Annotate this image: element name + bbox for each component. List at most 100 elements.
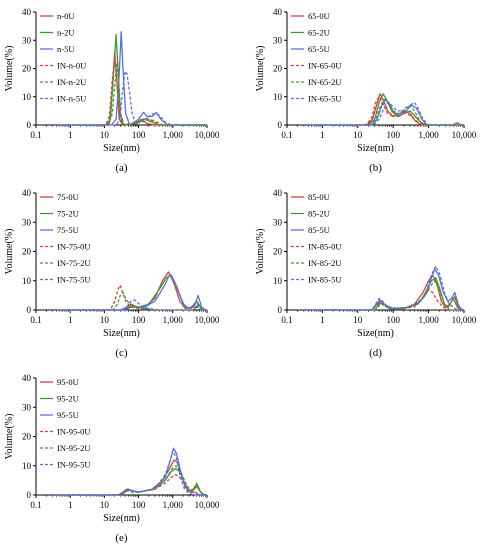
y-tick-label: 10 <box>22 92 32 102</box>
series-line-IN-75-5U <box>52 299 207 311</box>
y-tick-label: 10 <box>273 92 283 102</box>
legend-label: IN-75-2U <box>57 258 91 268</box>
legend-label: IN-n-0U <box>57 61 86 71</box>
series-line-85-5U <box>303 268 464 311</box>
y-axis-label: Volume(%) <box>4 46 15 92</box>
y-tick-label: 30 <box>273 217 283 227</box>
y-tick-label: 10 <box>22 461 32 471</box>
legend-label: IN-75-5U <box>57 275 91 285</box>
x-axis-label: Size(nm) <box>103 513 140 524</box>
x-tick-label: 10,000 <box>195 500 220 510</box>
legend: 85-0U 85-2U 85-5U IN-85-0U IN-85-2U IN-85-5U <box>291 192 342 285</box>
legend-label: IN-85-5U <box>308 275 342 285</box>
legend-label: 65-2U <box>308 28 330 38</box>
legend-label: IN-75-0U <box>57 242 91 252</box>
y-tick-label: 10 <box>22 276 32 286</box>
y-tick-label: 40 <box>22 188 32 198</box>
y-axis-label: Volume(%) <box>255 229 266 275</box>
legend: 95-0U 95-2U 95-5U IN-95-0U IN-95-2U IN-95-5U <box>40 377 91 470</box>
y-tick-label: 0 <box>27 120 32 130</box>
legend-label: IN-65-0U <box>308 61 342 71</box>
y-tick-label: 10 <box>273 276 283 286</box>
panel-label: (e) <box>115 532 128 544</box>
legend-label: 75-0U <box>57 192 79 202</box>
panel-label: (c) <box>115 347 128 359</box>
series-line-IN-65-0U <box>303 96 464 126</box>
legend-label: 95-2U <box>57 394 79 404</box>
y-tick-label: 0 <box>278 120 283 130</box>
x-tick-label: 1 <box>320 315 325 325</box>
legend-label: IN-95-0U <box>57 427 91 437</box>
x-tick-label: 10,000 <box>195 130 220 140</box>
x-tick-label: 1,000 <box>163 500 184 510</box>
x-tick-label: 10,000 <box>452 130 477 140</box>
series-line-95-0U <box>52 459 207 496</box>
y-tick-label: 30 <box>22 402 32 412</box>
x-tick-label: 10,000 <box>195 315 220 325</box>
panel-label: (d) <box>369 347 382 359</box>
series-line-65-2U <box>303 93 464 126</box>
legend: n-0U n-2U n-5U IN-n-0U IN-n-2U IN-n-5U <box>40 11 86 104</box>
legend-label: 65-5U <box>308 44 330 54</box>
x-tick-label: 1,000 <box>163 130 184 140</box>
legend-label: IN-85-0U <box>308 242 342 252</box>
y-tick-label: 40 <box>22 7 32 17</box>
legend-label: n-5U <box>57 44 74 54</box>
x-tick-label: 1 <box>68 315 73 325</box>
series-line-IN-85-5U <box>303 265 464 311</box>
x-axis-label: Size(nm) <box>357 143 394 154</box>
legend-label: IN-65-2U <box>308 77 342 87</box>
series-line-IN-95-5U <box>52 450 207 496</box>
chart-panel-5: 0 10 20 30 40 0.1 1 10 100 1,000 10,000 Size(nm) Vol… <box>4 373 220 544</box>
y-tick-label: 0 <box>278 305 283 315</box>
x-tick-label: 1 <box>68 500 73 510</box>
x-tick-label: 0.1 <box>30 500 41 510</box>
series-line-IN-n-5U <box>52 70 207 126</box>
legend-label: n-0U <box>57 11 74 21</box>
y-tick-label: 40 <box>273 188 283 198</box>
y-tick-label: 20 <box>22 432 32 442</box>
legend: 75-0U 75-2U 75-5U IN-75-0U IN-75-2U IN-75-5U <box>40 192 91 285</box>
x-tick-label: 10 <box>100 315 110 325</box>
y-axis-label: Volume(%) <box>4 414 15 460</box>
x-tick-label: 1,000 <box>418 315 439 325</box>
x-tick-label: 0.1 <box>30 315 41 325</box>
legend: 65-0U 65-2U 65-5U IN-65-0U IN-65-2U IN-65-5U <box>291 11 342 104</box>
legend-label: 85-0U <box>308 192 330 202</box>
legend-label: n-2U <box>57 28 74 38</box>
x-tick-label: 10 <box>100 500 110 510</box>
chart-panel-4: 0 10 20 30 40 0.1 1 10 100 1,000 10,000 Size(nm) Vol… <box>255 188 477 359</box>
legend-label: 95-5U <box>57 410 79 420</box>
y-tick-label: 30 <box>22 35 32 45</box>
legend-label: IN-85-2U <box>308 258 342 268</box>
y-tick-label: 40 <box>273 7 283 17</box>
legend-label: IN-95-2U <box>57 443 91 453</box>
x-tick-label: 10 <box>100 130 110 140</box>
series-line-75-2U <box>52 274 207 311</box>
legend-label: 95-0U <box>57 377 79 387</box>
series-line-65-5U <box>303 98 464 126</box>
x-tick-label: 100 <box>386 315 400 325</box>
legend-label: 65-0U <box>308 11 330 21</box>
y-tick-label: 40 <box>22 373 32 383</box>
y-tick-label: 30 <box>22 217 32 227</box>
x-tick-label: 100 <box>386 130 400 140</box>
y-tick-label: 30 <box>273 35 283 45</box>
y-tick-label: 20 <box>273 247 283 257</box>
y-tick-label: 0 <box>27 305 32 315</box>
x-tick-label: 0.1 <box>30 130 41 140</box>
series-line-IN-85-2U <box>303 280 464 311</box>
legend-label: 85-2U <box>308 209 330 219</box>
legend-label: IN-95-5U <box>57 460 91 470</box>
x-tick-label: 100 <box>132 130 146 140</box>
x-tick-label: 10 <box>353 130 363 140</box>
legend-label: 75-2U <box>57 209 79 219</box>
y-tick-label: 20 <box>22 247 32 257</box>
x-tick-label: 1 <box>68 130 73 140</box>
series-line-IN-65-2U <box>303 98 464 126</box>
legend-label: IN-n-2U <box>57 77 86 87</box>
x-tick-label: 1,000 <box>163 315 184 325</box>
legend-label: IN-n-5U <box>57 94 86 104</box>
x-tick-label: 100 <box>132 315 146 325</box>
